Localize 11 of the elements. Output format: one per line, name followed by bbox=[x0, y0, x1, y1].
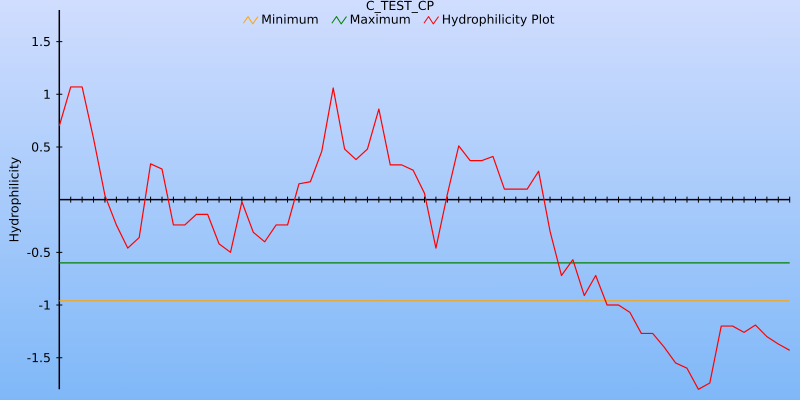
y-tick-label: 0.5 bbox=[32, 142, 50, 152]
y-tick-label: -1.5 bbox=[27, 353, 50, 362]
y-tick-label: 1.5 bbox=[32, 37, 50, 46]
y-tick-label: -1 bbox=[39, 300, 50, 310]
legend-label: Hydrophilicity Plot bbox=[442, 14, 554, 26]
chart-title: C_TEST_CP bbox=[366, 0, 434, 13]
y-tick-label: 1 bbox=[44, 90, 50, 99]
legend-label: Maximum bbox=[350, 14, 410, 24]
y-axis-title: Hydrophilicity bbox=[8, 157, 21, 242]
y-tick-label: -0.5 bbox=[27, 248, 50, 258]
legend-label: Minimum bbox=[262, 14, 318, 24]
